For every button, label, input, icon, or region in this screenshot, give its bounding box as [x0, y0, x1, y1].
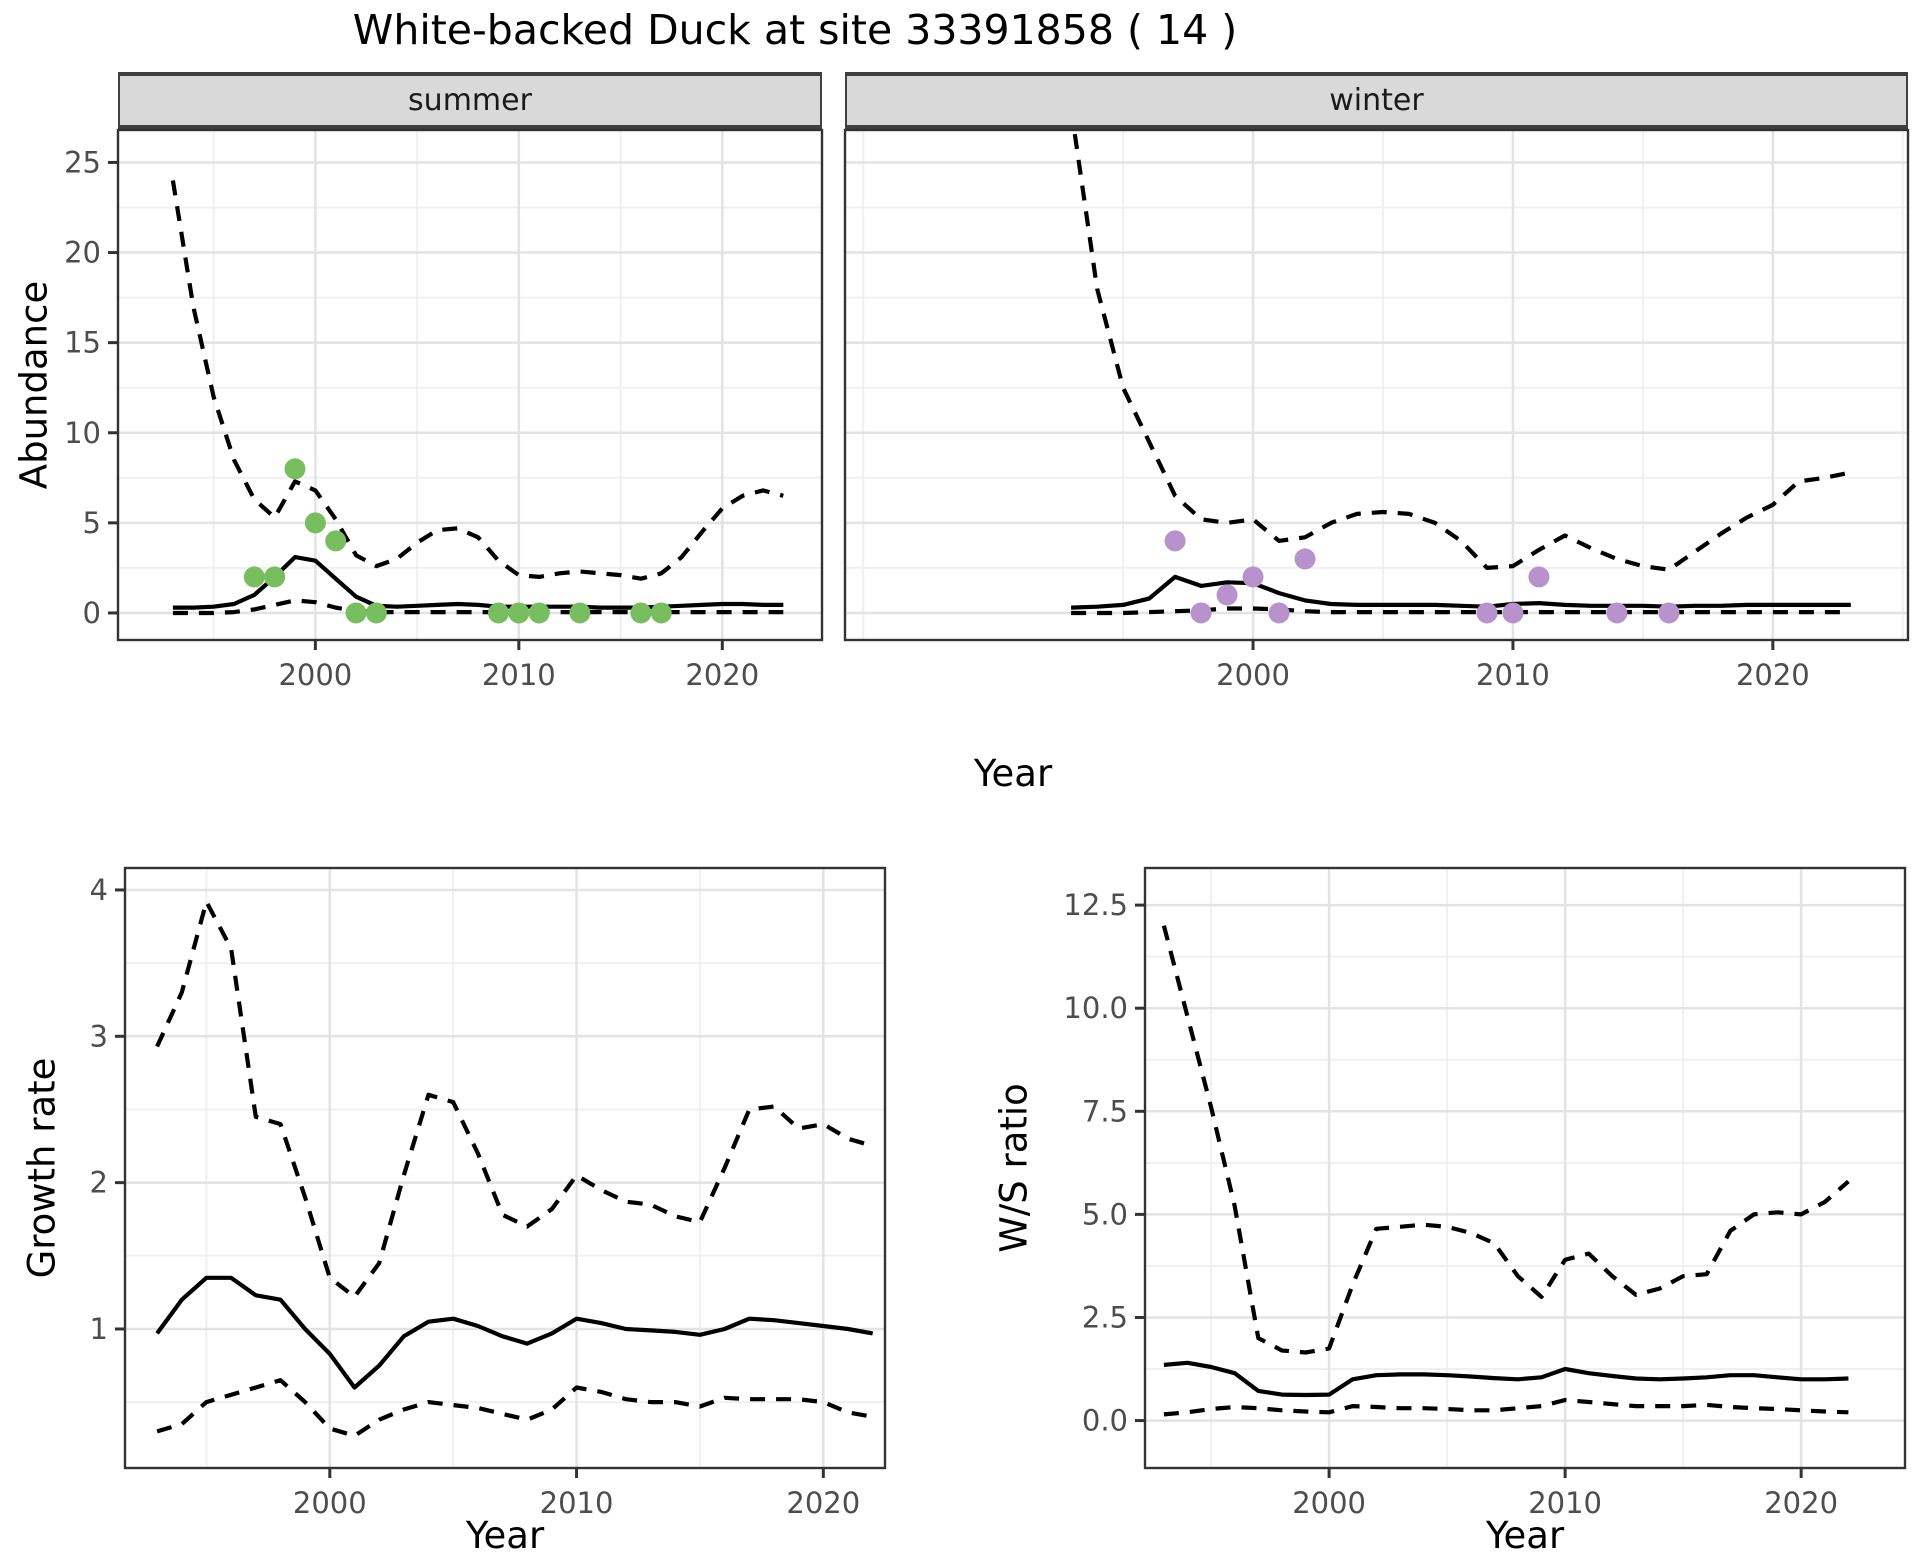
- y-axis-title-abundance: Abundance: [12, 280, 56, 490]
- y-tick-label: 1: [90, 1312, 108, 1346]
- panel-growth_rate: 1 2 3 4 2000 2010 2020: [90, 866, 887, 1520]
- y-tick-label: 3: [90, 1019, 108, 1053]
- x-axis-title-year-growth: Year: [465, 1514, 545, 1557]
- data-point-summer_observations: [264, 566, 286, 588]
- data-point-winter_observations: [1216, 584, 1238, 606]
- y-tick-label: 4: [90, 873, 108, 907]
- x-tick-label: 2020: [786, 1486, 860, 1520]
- panel-abundance_summer: 0 5 10 15 20 25 2000 2010 2020: [64, 128, 824, 692]
- y-tick-label: 12.5: [1063, 888, 1128, 922]
- data-point-winter_observations: [1606, 602, 1628, 624]
- y-axis-title-ws-ratio: W/S ratio: [992, 1083, 1036, 1253]
- y-tick-label: 25: [64, 145, 101, 179]
- series-median: [155, 1275, 874, 1390]
- x-axis-title-year-ws: Year: [1485, 1514, 1565, 1557]
- series-upper_95ci: [1072, 130, 1852, 572]
- data-point-winter_observations: [1502, 602, 1524, 624]
- panel-border: [123, 866, 887, 1470]
- data-point-summer_observations: [325, 530, 347, 552]
- panel-border: [116, 128, 824, 642]
- y-axis-title-growth-rate: Growth rate: [20, 1057, 64, 1279]
- data-point-summer_observations: [569, 602, 591, 624]
- y-tick-label: 5: [83, 506, 101, 540]
- y-tick-label: 7.5: [1082, 1094, 1128, 1128]
- facet-strip-winter: winter: [845, 72, 1908, 130]
- panel-ws_ratio: 0.0 2.5 5.0 7.5 10.0 12.5 2000 2010 2020: [1063, 866, 1907, 1520]
- y-tick-label: 10: [64, 416, 101, 450]
- x-tick-label: 2010: [540, 1486, 614, 1520]
- x-tick-label: 2010: [482, 658, 556, 692]
- data-point-summer_observations: [365, 602, 387, 624]
- facet-strip-summer: summer: [118, 72, 822, 130]
- y-tick-label: 2.5: [1082, 1300, 1128, 1334]
- x-tick-label: 2020: [685, 658, 759, 692]
- x-tick-label: 2000: [293, 1486, 367, 1520]
- x-tick-label: 2000: [1216, 658, 1290, 692]
- panel-abundance_winter: 2000 2010 2020: [843, 128, 1910, 692]
- data-layer: [155, 899, 874, 1438]
- data-point-summer_observations: [243, 566, 265, 588]
- series-upper_95ci: [155, 899, 874, 1299]
- y-tick-label: 2: [90, 1166, 108, 1200]
- data-point-winter_observations: [1476, 602, 1498, 624]
- data-point-winter_observations: [1268, 602, 1290, 624]
- data-point-winter_observations: [1190, 602, 1212, 624]
- y-tick-label: 0: [83, 596, 101, 630]
- data-point-summer_observations: [284, 458, 306, 480]
- data-point-winter_observations: [1294, 548, 1316, 570]
- panel-border: [1143, 866, 1907, 1470]
- x-tick-label: 2010: [1476, 658, 1550, 692]
- x-tick-label: 2000: [278, 658, 352, 692]
- facet-strip-summer-label: summer: [408, 83, 532, 118]
- series-upper_95ci: [1161, 925, 1850, 1355]
- plot-title: White-backed Duck at site 33391858 ( 14 …: [352, 6, 1238, 54]
- data-point-winter_observations: [1658, 602, 1680, 624]
- x-tick-label: 2020: [1764, 1486, 1838, 1520]
- panel-bg: [1145, 868, 1905, 1468]
- y-tick-label: 15: [64, 326, 101, 360]
- data-layer: [1161, 925, 1850, 1417]
- series-median: [1163, 1360, 1849, 1398]
- x-tick-label: 2020: [1736, 658, 1810, 692]
- data-layer: [1071, 130, 1852, 624]
- data-point-winter_observations: [1528, 566, 1550, 588]
- data-point-summer_observations: [487, 602, 509, 624]
- panel-bg: [845, 130, 1908, 640]
- facet-strip-winter-label: winter: [1329, 83, 1424, 118]
- series-lower_95ci: [156, 1378, 874, 1438]
- x-tick-label: 2010: [1528, 1486, 1602, 1520]
- data-point-summer_observations: [630, 602, 652, 624]
- data-point-summer_observations: [345, 602, 367, 624]
- panel-bg: [125, 868, 885, 1468]
- panel-border: [843, 128, 1910, 642]
- data-point-summer_observations: [528, 602, 550, 624]
- series-median: [1071, 574, 1851, 610]
- data-point-summer_observations: [508, 602, 530, 624]
- data-point-summer_observations: [650, 602, 672, 624]
- x-tick-label: 2000: [1292, 1486, 1366, 1520]
- series-upper_95ci: [170, 180, 784, 581]
- data-layer: [170, 180, 784, 624]
- y-tick-label: 5.0: [1082, 1197, 1128, 1231]
- y-tick-label: 0.0: [1082, 1404, 1128, 1438]
- data-point-winter_observations: [1164, 530, 1186, 552]
- y-tick-label: 10.0: [1063, 991, 1128, 1025]
- series-lower_95ci: [1163, 1397, 1849, 1417]
- y-tick-label: 20: [64, 236, 101, 270]
- x-axis-title-year-top: Year: [973, 752, 1053, 795]
- data-point-winter_observations: [1242, 566, 1264, 588]
- data-point-summer_observations: [304, 512, 326, 534]
- panel-bg: [118, 130, 822, 640]
